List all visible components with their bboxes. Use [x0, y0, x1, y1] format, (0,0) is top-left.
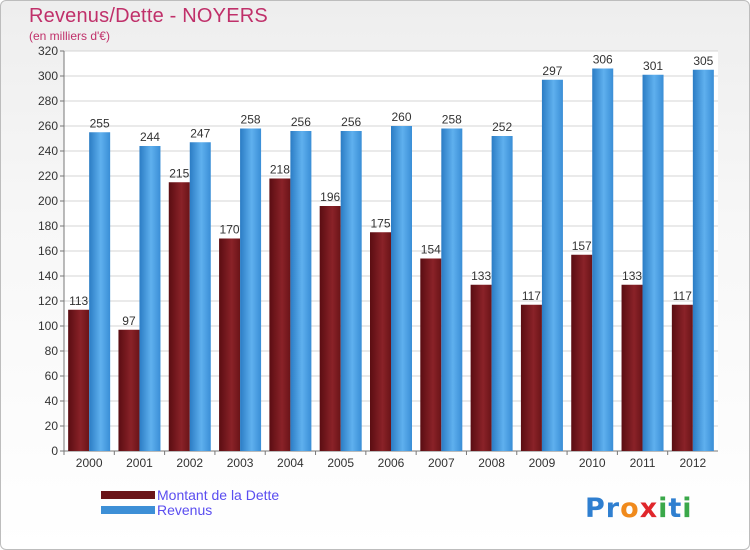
value-label-revenus: 256 — [341, 115, 361, 129]
value-label-revenus: 305 — [693, 54, 713, 68]
chart-title: Revenus/Dette - NOYERS — [29, 5, 268, 27]
bar-dette — [621, 284, 643, 451]
value-label-revenus: 258 — [442, 113, 462, 127]
logo-letter: P — [585, 493, 606, 524]
bar-dette — [219, 238, 241, 451]
value-label-revenus: 260 — [391, 110, 411, 124]
value-label-dette: 97 — [122, 314, 136, 328]
y-tick-label: 100 — [38, 319, 58, 333]
bar-dette — [118, 329, 140, 451]
y-tick-label: 20 — [45, 419, 59, 433]
legend-label-dette: Montant de la Dette — [157, 487, 280, 503]
bar-dette — [520, 304, 542, 451]
bar-dette — [470, 284, 492, 451]
value-label-dette: 157 — [572, 239, 592, 253]
value-label-revenus: 301 — [643, 59, 663, 73]
legend-swatch-revenus — [101, 506, 155, 514]
bar-revenus — [240, 128, 262, 451]
x-tick-label: 2001 — [126, 456, 153, 470]
bar-dette — [319, 206, 341, 451]
chart-subtitle: (en milliers d'€) — [29, 29, 110, 43]
legend-label-revenus: Revenus — [157, 502, 213, 518]
x-tick-label: 2007 — [428, 456, 455, 470]
x-tick-label: 2003 — [227, 456, 254, 470]
bar-dette — [68, 309, 90, 451]
y-tick-label: 180 — [38, 219, 58, 233]
bar-revenus — [541, 79, 563, 451]
y-tick-label: 40 — [45, 394, 59, 408]
value-label-dette: 196 — [320, 190, 340, 204]
value-label-revenus: 256 — [291, 115, 311, 129]
value-label-dette: 218 — [270, 163, 290, 177]
y-tick-label: 0 — [51, 444, 58, 458]
logo-letter: x — [639, 493, 659, 524]
bar-dette — [571, 254, 593, 451]
x-tick-label: 2010 — [579, 456, 606, 470]
x-tick-label: 2000 — [76, 456, 103, 470]
bar-revenus — [592, 68, 614, 451]
y-tick-label: 140 — [38, 269, 58, 283]
value-label-dette: 117 — [522, 289, 541, 303]
value-label-dette: 154 — [421, 243, 441, 257]
bar-dette — [168, 182, 190, 451]
x-tick-label: 2004 — [277, 456, 304, 470]
value-label-dette: 215 — [169, 166, 189, 180]
y-tick-label: 220 — [38, 169, 58, 183]
value-label-dette: 117 — [673, 289, 692, 303]
bar-revenus — [89, 132, 111, 451]
value-label-revenus: 306 — [593, 53, 613, 67]
x-tick-label: 2006 — [378, 456, 405, 470]
y-tick-label: 200 — [38, 194, 58, 208]
x-tick-label: 2009 — [529, 456, 556, 470]
y-tick-label: 280 — [38, 94, 58, 108]
y-tick-label: 320 — [38, 44, 58, 58]
bar-revenus — [491, 136, 513, 451]
value-label-revenus: 252 — [492, 120, 512, 134]
bar-dette — [269, 178, 291, 451]
value-label-dette: 170 — [220, 223, 240, 237]
logo-letter: o — [620, 493, 640, 524]
value-label-revenus: 244 — [140, 130, 160, 144]
bar-revenus — [441, 128, 463, 451]
logo-letter: i — [658, 493, 669, 524]
bar-revenus — [642, 74, 664, 451]
logo-letter: t — [668, 493, 683, 524]
value-label-dette: 133 — [471, 269, 491, 283]
logo-letter: i — [682, 493, 693, 524]
x-tick-label: 2002 — [176, 456, 203, 470]
y-tick-label: 240 — [38, 144, 58, 158]
bar-revenus — [139, 146, 161, 451]
y-tick-label: 60 — [45, 369, 59, 383]
bar-dette — [420, 258, 442, 451]
x-tick-label: 2011 — [630, 456, 656, 470]
x-tick-label: 2012 — [679, 456, 706, 470]
value-label-dette: 113 — [69, 294, 88, 308]
legend-swatch-dette — [101, 491, 155, 499]
x-tick-label: 2008 — [478, 456, 505, 470]
bar-revenus — [340, 131, 362, 451]
value-label-revenus: 255 — [90, 116, 110, 130]
proxiti-logo: Proxiti — [585, 493, 693, 524]
y-tick-label: 160 — [38, 244, 58, 258]
logo-letter: r — [605, 493, 621, 524]
y-tick-label: 80 — [45, 344, 59, 358]
bar-dette — [671, 304, 693, 451]
bar-revenus — [391, 126, 412, 451]
y-tick-label: 300 — [38, 69, 58, 83]
bar-revenus — [189, 142, 211, 451]
value-label-revenus: 297 — [542, 64, 562, 78]
y-tick-label: 120 — [38, 294, 58, 308]
y-tick-label: 260 — [38, 119, 58, 133]
bar-dette — [370, 232, 391, 451]
bar-revenus — [692, 69, 714, 451]
value-label-dette: 175 — [370, 216, 390, 230]
bar-revenus — [290, 131, 312, 451]
value-label-dette: 133 — [622, 269, 642, 283]
value-label-revenus: 258 — [241, 113, 261, 127]
value-label-revenus: 247 — [190, 126, 210, 140]
x-tick-label: 2005 — [327, 456, 354, 470]
